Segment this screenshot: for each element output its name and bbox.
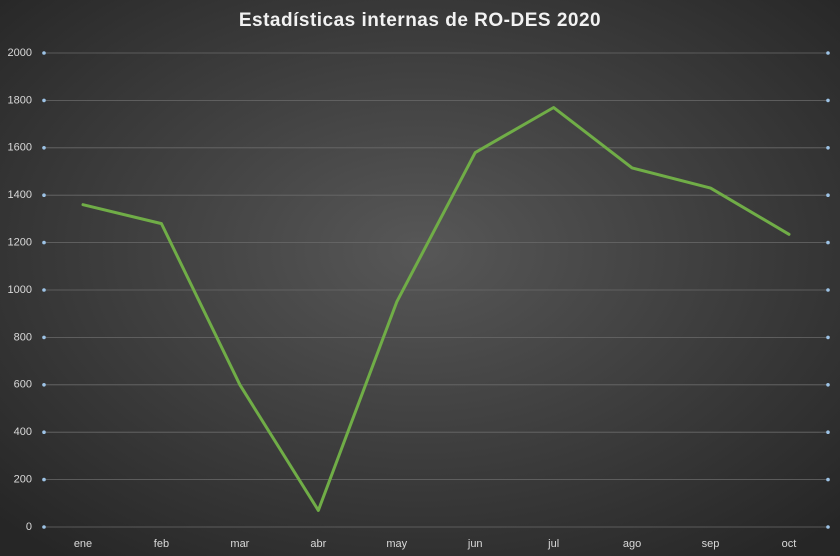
grid-marker <box>826 98 830 103</box>
y-tick-label: 1200 <box>8 237 32 249</box>
x-tick-label: ago <box>623 538 641 550</box>
data-line <box>81 106 791 512</box>
y-tick-label: 1600 <box>8 142 32 154</box>
grid-marker <box>826 477 830 482</box>
grid-marker <box>42 146 46 150</box>
x-tick-label: jun <box>467 538 483 550</box>
grid-marker <box>826 335 830 340</box>
grid-marker <box>42 98 46 103</box>
x-tick-label: abr <box>310 538 326 550</box>
grid-marker <box>42 477 46 482</box>
y-tick-label: 400 <box>14 426 32 438</box>
grid-marker <box>826 430 830 435</box>
y-tick-label: 1400 <box>8 189 32 201</box>
grid-marker <box>826 383 830 387</box>
chart-title: Estadísticas internas de RO-DES 2020 <box>239 10 601 31</box>
grid-marker <box>42 335 46 340</box>
x-tick-label: may <box>386 538 407 550</box>
grid-marker <box>42 525 46 529</box>
grid-marker <box>826 288 830 292</box>
y-tick-label: 1800 <box>8 94 32 106</box>
grid-marker <box>42 288 46 292</box>
y-tick-label: 1000 <box>8 284 32 296</box>
grid-marker <box>42 430 46 435</box>
grid-marker <box>826 240 830 245</box>
y-tick-label: 800 <box>14 331 32 343</box>
y-tick-label: 200 <box>14 474 32 486</box>
grid-marker <box>826 51 830 55</box>
y-tick-label: 0 <box>26 521 32 533</box>
x-tick-label: jul <box>547 538 559 550</box>
y-tick-label: 600 <box>14 379 32 391</box>
grid-marker <box>826 525 830 529</box>
x-tick-label: feb <box>154 538 169 550</box>
grid-marker <box>42 383 46 387</box>
grid-marker <box>42 193 46 197</box>
x-tick-label: mar <box>230 538 249 550</box>
grid-marker <box>42 240 46 245</box>
x-tick-label: sep <box>702 538 720 550</box>
x-tick-label: oct <box>782 538 797 550</box>
grid-marker <box>826 193 830 197</box>
grid-marker <box>826 146 830 150</box>
x-tick-label: ene <box>74 538 92 550</box>
y-tick-label: 2000 <box>8 47 32 59</box>
grid-marker <box>42 51 46 55</box>
